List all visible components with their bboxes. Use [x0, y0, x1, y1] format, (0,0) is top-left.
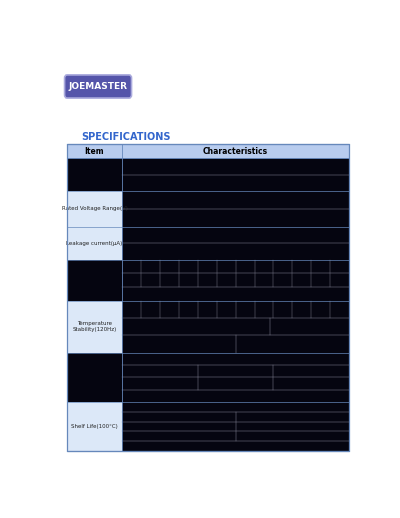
Bar	[67, 144, 349, 159]
Text: Rated Voltage Range(V): Rated Voltage Range(V)	[62, 207, 128, 211]
Text: JOEMASTER: JOEMASTER	[68, 82, 128, 91]
Bar	[67, 353, 122, 402]
FancyBboxPatch shape	[64, 75, 132, 98]
Bar	[122, 159, 349, 191]
Text: Shelf Life(100°C): Shelf Life(100°C)	[71, 424, 118, 429]
Text: Characteristics: Characteristics	[203, 147, 268, 155]
Bar	[67, 144, 349, 451]
Bar	[67, 191, 122, 227]
Text: Item: Item	[85, 147, 104, 155]
Bar	[67, 300, 122, 353]
Bar	[122, 353, 349, 402]
Bar	[122, 300, 349, 353]
Bar	[67, 159, 122, 191]
Bar	[122, 227, 349, 260]
Bar	[67, 260, 122, 300]
Bar	[67, 402, 122, 451]
Bar	[122, 191, 349, 227]
Bar	[122, 402, 349, 451]
Text: SPECIFICATIONS: SPECIFICATIONS	[81, 132, 170, 142]
Text: Temperature
Stability(120Hz): Temperature Stability(120Hz)	[72, 321, 117, 333]
Bar	[67, 227, 122, 260]
Text: Leakage current(μA): Leakage current(μA)	[66, 241, 123, 246]
Bar	[122, 260, 349, 300]
